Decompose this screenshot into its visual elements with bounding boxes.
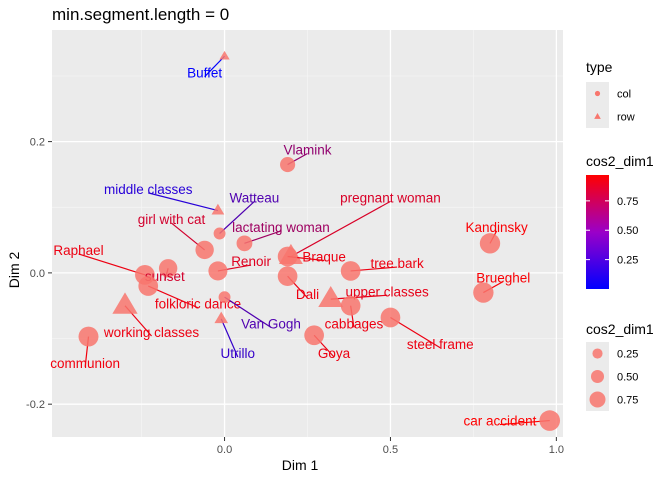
legend: type col row cos2_dim1 0.25 0.50 0.75 cos2_dim1… xyxy=(586,59,654,411)
data-point-row xyxy=(214,311,229,324)
chart-title: min.segment.length = 0 xyxy=(52,5,229,24)
legend-type-label: row xyxy=(617,112,635,124)
point-label: Braque xyxy=(302,249,346,264)
label-segment xyxy=(78,253,146,276)
x-tick-label: 0.5 xyxy=(383,444,398,456)
data-point-row xyxy=(318,286,344,308)
point-label: Renoir xyxy=(231,254,271,269)
point-label: tree bark xyxy=(370,256,424,271)
point-label: lactating woman xyxy=(232,220,330,235)
data-point-col xyxy=(280,156,296,173)
y-tick-label: 0.0 xyxy=(30,268,45,280)
point-label: folkloric dance xyxy=(155,297,241,312)
point-label: Goya xyxy=(318,346,351,361)
data-point-col xyxy=(158,259,178,278)
axes: 0.0 0.5 1.0 -0.2 0.0 0.2 xyxy=(26,137,564,456)
legend-type-title: type xyxy=(586,59,613,75)
data-point-col xyxy=(218,291,231,304)
data-point-col xyxy=(213,227,226,240)
data-point-col xyxy=(340,261,361,281)
legend-size-key xyxy=(589,391,606,408)
legend-color-label: 0.25 xyxy=(617,255,638,267)
data-point-col xyxy=(277,246,298,267)
data-point-col xyxy=(277,266,298,287)
data-point-col xyxy=(78,326,99,347)
point-label: communion xyxy=(50,356,120,371)
point-label: cabbages xyxy=(325,316,384,331)
legend-size-title: cos2_dim1 xyxy=(586,321,654,337)
data-point-row xyxy=(219,50,230,60)
data-point-col xyxy=(479,233,501,254)
data-point-col xyxy=(380,307,401,328)
data-point-col xyxy=(208,261,228,281)
legend-size-label: 0.75 xyxy=(617,395,638,407)
legend-type-label: col xyxy=(617,89,631,101)
point-label: Buffet xyxy=(187,66,222,81)
label-segment xyxy=(330,294,388,300)
y-axis-title: Dim 2 xyxy=(6,252,22,289)
data-point-row xyxy=(112,292,138,314)
x-tick-label: 1.0 xyxy=(549,444,564,456)
data-point-row xyxy=(211,203,225,215)
point-label: Van Gogh xyxy=(241,316,301,331)
legend-triangle-key xyxy=(594,113,601,119)
point-label: Raphael xyxy=(53,243,103,258)
point-label: steel frame xyxy=(407,337,474,352)
y-tick-label: -0.2 xyxy=(26,399,45,411)
point-label: upper classes xyxy=(345,284,429,299)
point-label: girl with cat xyxy=(138,212,206,227)
point-label: Kandinsky xyxy=(465,220,528,235)
legend-size-label: 0.50 xyxy=(617,372,638,384)
legend-circle-key xyxy=(594,90,601,97)
point-label: car accident xyxy=(464,414,537,429)
data-point-col xyxy=(138,276,159,296)
data-point-col xyxy=(539,410,561,431)
label-segment xyxy=(148,192,219,212)
legend-size-label: 0.25 xyxy=(617,349,638,361)
label-segment xyxy=(204,55,225,78)
data-point-col xyxy=(236,235,253,252)
point-label: Dali xyxy=(296,287,319,302)
label-segment xyxy=(220,318,239,358)
data-point-col xyxy=(195,240,214,260)
point-label: working classes xyxy=(103,325,200,340)
legend-color-label: 0.75 xyxy=(617,196,638,208)
legend-colorbar xyxy=(586,175,609,289)
label-segment xyxy=(290,200,391,258)
x-axis-title: Dim 1 xyxy=(282,457,319,473)
data-point-col xyxy=(473,282,494,303)
point-label: Brueghel xyxy=(476,270,530,285)
legend-color-title: cos2_dim1 xyxy=(586,153,654,169)
x-tick-label: 0.0 xyxy=(217,444,232,456)
data-point-col xyxy=(340,295,361,316)
point-label: pregnant woman xyxy=(340,190,441,205)
point-label: Vlamink xyxy=(283,142,331,157)
data-point-col xyxy=(304,325,324,346)
point-label: Utrillo xyxy=(221,346,256,361)
point-label: Watteau xyxy=(230,190,280,205)
legend-size-key xyxy=(592,348,603,359)
legend-color-label: 0.50 xyxy=(617,225,638,237)
y-tick-label: 0.2 xyxy=(30,137,45,149)
label-segment xyxy=(219,200,255,234)
point-label: middle classes xyxy=(104,182,193,197)
legend-size-key xyxy=(590,369,605,384)
plot-area: Buffet Vlamink middle classes Watteau pregna… xyxy=(50,30,563,437)
label-segment xyxy=(224,296,272,328)
